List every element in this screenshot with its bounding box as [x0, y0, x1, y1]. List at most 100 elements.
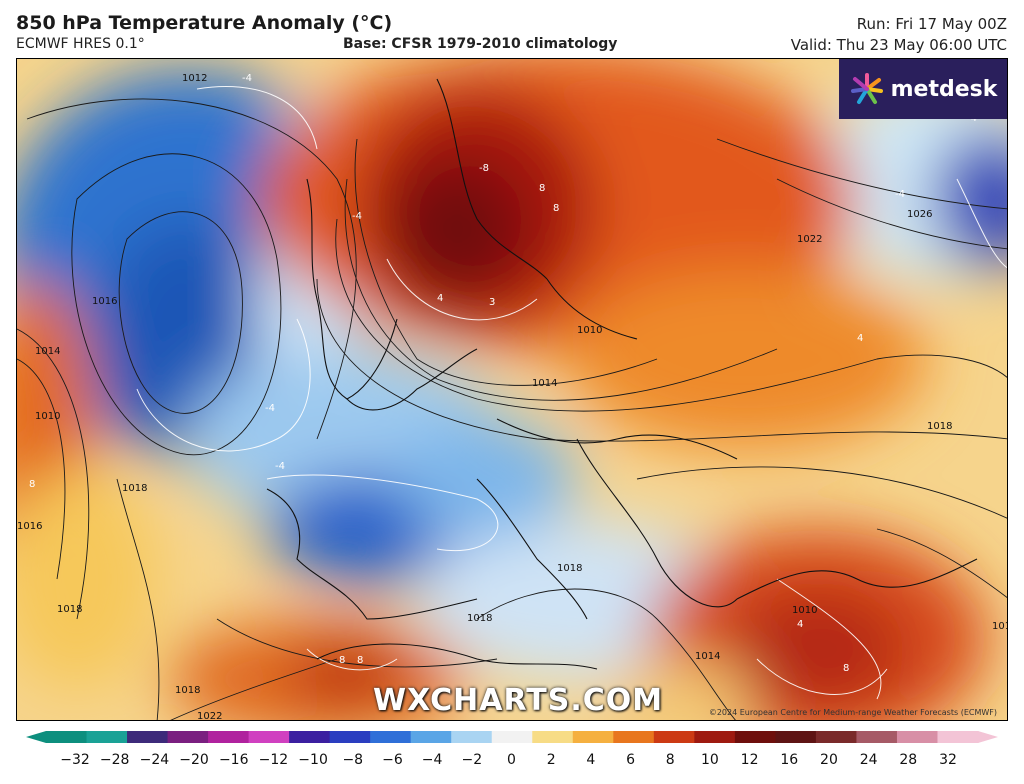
colorbar-tick-label: −10	[298, 752, 328, 768]
isobar-label: 1016	[992, 621, 1008, 632]
anomaly-label: -4	[265, 403, 275, 414]
colorbar-tick-label: −24	[139, 752, 170, 768]
isobar-label: 1018	[122, 483, 147, 494]
isobar-label: 1018	[57, 604, 82, 615]
colorbar-segment	[613, 731, 655, 743]
anomaly-label: 3	[489, 297, 495, 308]
colorbar-tick-label: 10	[700, 752, 719, 768]
isobar-label: 1026	[907, 209, 932, 220]
colorbar-tick-label: −4	[421, 752, 443, 768]
isobar-label: 1010	[577, 325, 602, 336]
run-label: Run: Fri 17 May 00Z	[856, 15, 1007, 33]
colorbar-segment	[694, 731, 736, 743]
colorbar-tick-label: 20	[820, 752, 838, 768]
anomaly-field	[17, 59, 1007, 720]
isobar-labels: 1012 1016 1026 1014 1010 1022 1018 1016 1010 1014…	[17, 73, 1008, 721]
anomaly-label: 8	[553, 203, 559, 214]
isobar-label: 1022	[197, 711, 222, 721]
isobar-label: 1014	[532, 378, 557, 389]
isobar-label: 1010	[792, 605, 817, 616]
anomaly-label: -4	[275, 461, 285, 472]
anomaly-label: 4	[857, 333, 863, 344]
colorbar-segment	[167, 731, 209, 743]
metdesk-logo: metdesk	[839, 59, 1007, 119]
colorbar-segment	[86, 731, 128, 743]
anomaly-map: 1012 1016 1026 1014 1010 1022 1018 1016 1010 1014…	[16, 58, 1008, 721]
isobar-label: 1014	[695, 651, 720, 662]
colorbar-tick-label: 16	[780, 752, 799, 768]
colorbar-tick-label: 8	[665, 752, 675, 768]
colorbar-segment	[856, 731, 898, 743]
isobar-label: 1016	[17, 521, 42, 532]
colorbar-tick-label: −2	[461, 752, 483, 768]
anomaly-label: 4	[797, 619, 803, 630]
spark-logo-icon	[850, 73, 883, 104]
isobar-label: 1018	[175, 685, 200, 696]
colorbar-tick-label: −8	[342, 752, 364, 768]
colorbar-tick-label: 6	[626, 752, 635, 768]
colorbar-segment	[896, 731, 939, 743]
colorbar-segment	[248, 731, 290, 743]
anomaly-label: 8	[539, 183, 545, 194]
colorbar	[26, 731, 998, 743]
isobar-label: 1014	[35, 346, 60, 357]
colorbar-tick-label: −12	[258, 752, 289, 768]
anomaly-label: 8	[339, 655, 345, 666]
colorbar-segment	[451, 731, 493, 743]
valid-label: Valid: Thu 23 May 06:00 UTC	[790, 36, 1007, 54]
colorbar-tick-label: 24	[859, 752, 878, 768]
colorbar-segment	[289, 731, 331, 743]
isobar-label: 1018	[927, 421, 952, 432]
anomaly-label: 8	[843, 663, 849, 674]
colorbar-tick-label: 0	[507, 752, 516, 768]
colorbar-tick-label: −16	[218, 752, 249, 768]
anomaly-contours	[136, 86, 1007, 700]
chart-title: 850 hPa Temperature Anomaly (°C)	[16, 12, 393, 34]
anomaly-label: -8	[479, 163, 489, 174]
colorbar-segment	[734, 731, 776, 743]
watermark: WXCHARTS.COM	[373, 683, 664, 718]
colorbar-segment	[208, 731, 250, 743]
colorbar-tick-label: −28	[99, 752, 130, 768]
colorbar-segment	[937, 731, 979, 743]
colorbar-segment	[370, 731, 412, 743]
isobar-label: 1018	[467, 613, 492, 624]
colorbar-segment	[532, 731, 574, 743]
isobar-label: 1018	[557, 563, 582, 574]
isobar-label: 1010	[35, 411, 60, 422]
colorbar-tick-label: 28	[899, 752, 918, 768]
colorbar-min-arrow	[26, 731, 46, 743]
anomaly-label: 8	[29, 479, 35, 490]
colorbar-segment	[410, 731, 452, 743]
isobar-label: 1016	[92, 296, 117, 307]
colorbar-segment	[815, 731, 858, 743]
colorbar-tick-label: −20	[179, 752, 209, 768]
colorbar-tick-label: 32	[939, 752, 957, 768]
colorbar-segment	[572, 731, 614, 743]
isobar-label: 1012	[182, 73, 207, 84]
anomaly-label: -4	[352, 211, 362, 222]
colorbar-tick-label: 12	[740, 752, 759, 768]
base-label: Base: CFSR 1979-2010 climatology	[343, 36, 618, 52]
copyright-notice: ©2024 European Centre for Medium-range W…	[708, 708, 997, 717]
isobar-label: 1022	[797, 234, 822, 245]
colorbar-segment	[775, 731, 817, 743]
colorbar-max-arrow	[978, 731, 998, 743]
coastlines	[266, 78, 978, 670]
anomaly-label: 4	[437, 293, 443, 304]
colorbar-tick-label: −32	[60, 752, 90, 768]
colorbar-tick-label: 2	[546, 752, 556, 768]
colorbar-segment	[46, 731, 88, 743]
map-canvas: 1012 1016 1026 1014 1010 1022 1018 1016 1010 1014…	[17, 59, 1008, 721]
colorbar-segment	[491, 731, 533, 743]
model-label: ECMWF HRES 0.1°	[16, 36, 145, 52]
colorbar-segment	[329, 731, 371, 743]
anomaly-label: -4	[895, 189, 905, 200]
anomaly-label: 8	[357, 655, 363, 666]
colorbar-tick-label: −6	[382, 752, 403, 768]
colorbar-tick-label: 4	[586, 752, 596, 768]
colorbar-segment	[127, 731, 169, 743]
logo-text: metdesk	[890, 76, 998, 102]
anomaly-label: -4	[242, 73, 252, 84]
